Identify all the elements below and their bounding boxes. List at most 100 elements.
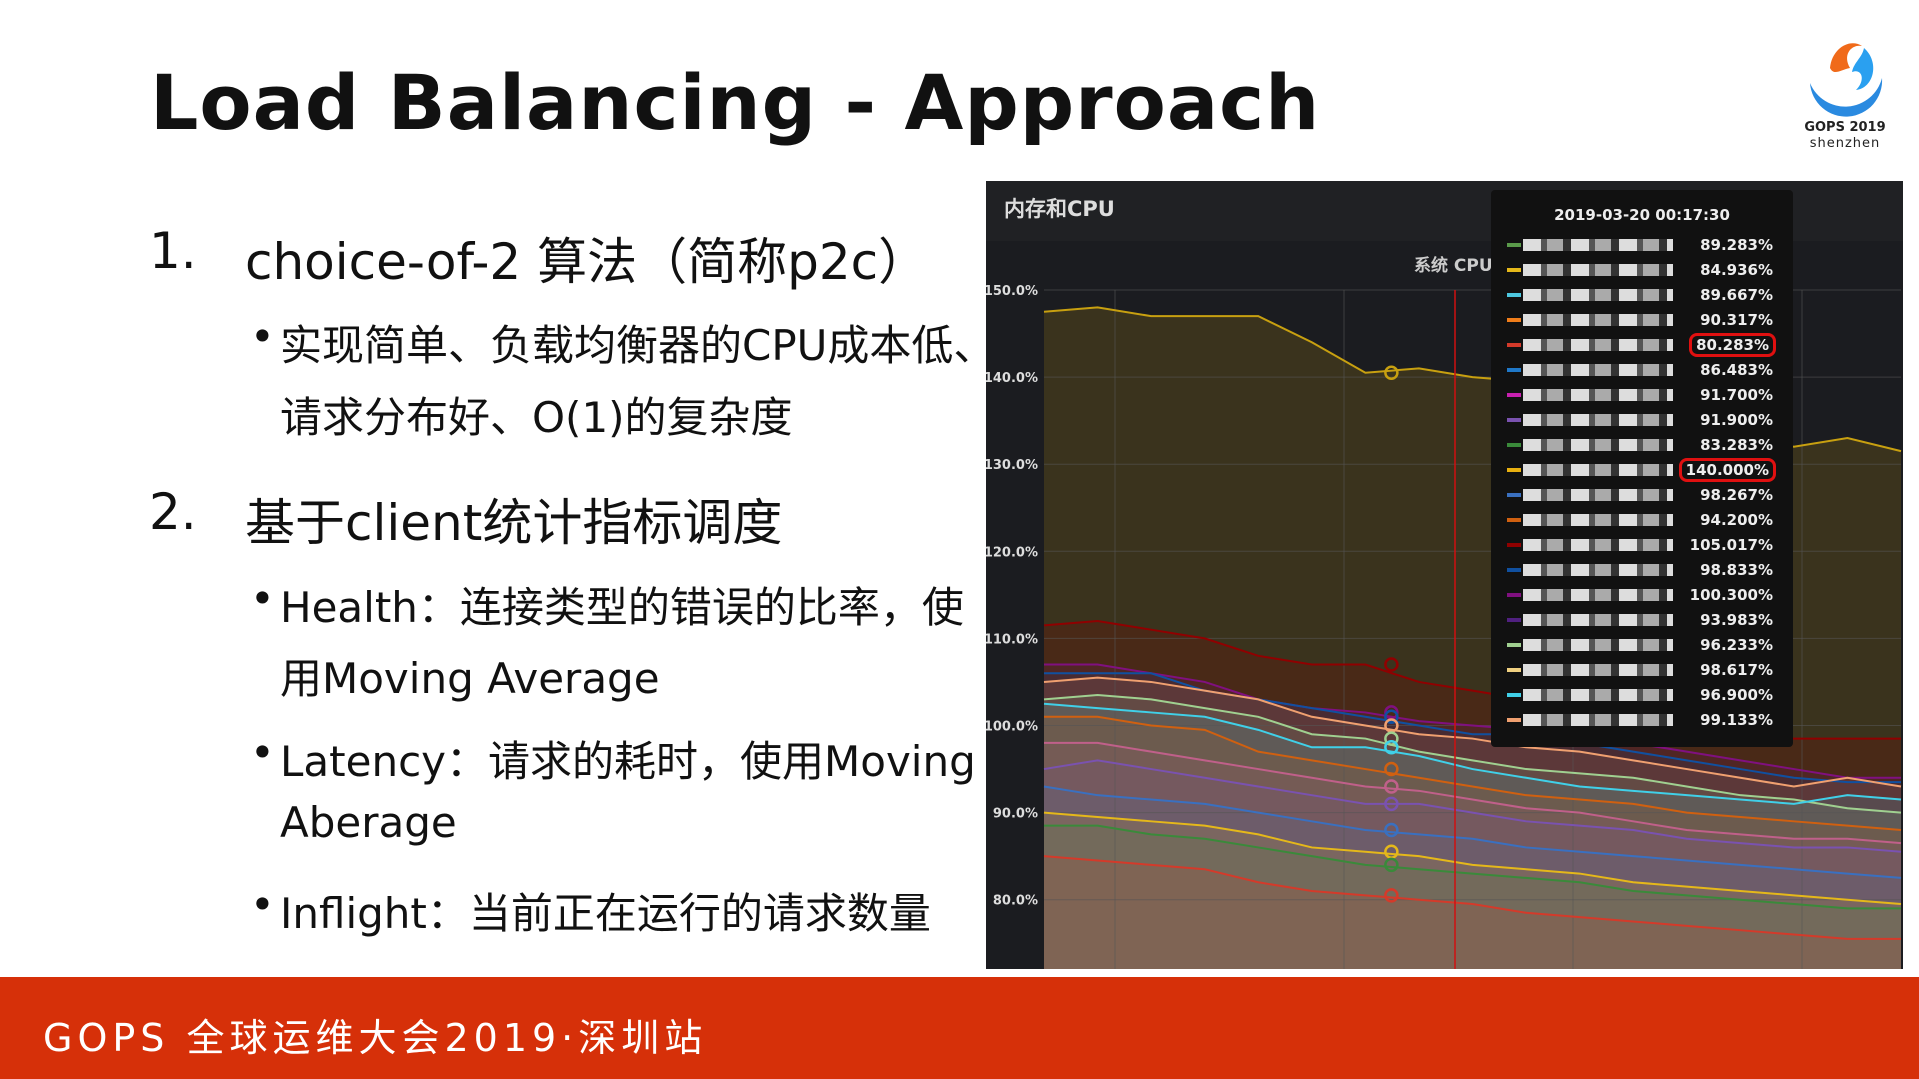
- series-swatch: [1507, 543, 1521, 547]
- tooltip-row: 140.000%: [1507, 458, 1787, 482]
- series-value: 99.133%: [1700, 711, 1773, 729]
- y-tick-label: 100.0%: [986, 720, 1038, 735]
- series-swatch: [1507, 593, 1521, 597]
- series-value: 98.617%: [1700, 661, 1773, 679]
- panel-title[interactable]: 内存和CPU: [1004, 197, 1115, 221]
- series-line: [1043, 855, 1901, 940]
- tooltip-row: 86.483%: [1507, 360, 1787, 382]
- bullet-text: 请求分布好、O(1)的复杂度: [280, 393, 793, 442]
- bullet-icon: •: [250, 574, 275, 623]
- logo-subtext: shenzhen: [1809, 136, 1881, 151]
- series-swatch: [1507, 293, 1521, 297]
- blurred-series-name: [1523, 614, 1673, 626]
- footer-text: GOPS 全球运维大会2019·深圳站: [43, 1016, 708, 1060]
- series-value: 91.900%: [1700, 411, 1773, 429]
- tooltip-row: 105.017%: [1507, 535, 1787, 557]
- series-value: 98.267%: [1700, 486, 1773, 504]
- hover-point: [1384, 761, 1399, 777]
- item-heading: choice-of-2 算法（简称p2c）: [245, 233, 929, 291]
- blurred-series-name: [1523, 514, 1673, 526]
- tooltip-row: 96.900%: [1507, 685, 1787, 707]
- logo-flame-icon: [1810, 43, 1883, 117]
- tooltip-row: 80.283%: [1507, 333, 1787, 357]
- series-value: 96.233%: [1700, 636, 1773, 654]
- tooltip-row: 100.300%: [1507, 585, 1787, 607]
- series-area: [1044, 742, 1901, 969]
- bullet-icon: •: [250, 880, 275, 929]
- y-tick-label: 140.0%: [986, 371, 1038, 386]
- tooltip-row: 99.133%: [1507, 710, 1787, 732]
- blurred-series-name: [1523, 564, 1673, 576]
- tooltip-row: 91.900%: [1507, 410, 1787, 432]
- tooltip-row: 98.267%: [1507, 485, 1787, 507]
- blurred-series-name: [1523, 339, 1673, 351]
- series-value: 94.200%: [1700, 511, 1773, 529]
- series-value: 96.900%: [1700, 686, 1773, 704]
- blurred-series-name: [1523, 714, 1673, 726]
- chart-title: 系统 CPU: [1414, 256, 1493, 276]
- tooltip-row: 90.317%: [1507, 310, 1787, 332]
- series-area: [1044, 825, 1901, 969]
- y-tick-label: 90.0%: [993, 807, 1038, 822]
- series-swatch: [1507, 343, 1521, 347]
- tooltip-row: 84.936%: [1507, 260, 1787, 282]
- blurred-series-name: [1523, 439, 1673, 451]
- blurred-series-name: [1523, 239, 1673, 251]
- series-area: [1044, 812, 1901, 969]
- series-value: 140.000%: [1678, 458, 1777, 482]
- series-value: 83.283%: [1700, 436, 1773, 454]
- bullet-text: Latency：请求的耗时，使用Moving: [280, 737, 976, 786]
- hover-point: [1384, 709, 1399, 725]
- blurred-series-name: [1523, 389, 1673, 401]
- blurred-series-name: [1523, 689, 1673, 701]
- series-value: 86.483%: [1700, 361, 1773, 379]
- tooltip-row: 83.283%: [1507, 435, 1787, 457]
- bullet-icon: •: [250, 312, 275, 361]
- hover-point: [1384, 731, 1399, 746]
- tooltip-timestamp: 2019-03-20 00:17:30: [1554, 206, 1730, 224]
- chart-tooltip: 2019-03-20 00:17:30 89.283% 84.936% 89.667…: [1491, 190, 1793, 747]
- series-value: 90.317%: [1700, 311, 1773, 329]
- bullet-text: Health：连接类型的错误的比率，使: [280, 583, 964, 632]
- series-line: [1044, 715, 1902, 832]
- series-swatch: [1507, 668, 1521, 672]
- blurred-series-name: [1523, 364, 1673, 376]
- cpu-chart[interactable]: 150.0% 140.0% 130.0% 120.0% 110.0% 100.0% 90.0…: [986, 181, 1903, 969]
- blurred-series-name: [1523, 264, 1673, 276]
- series-value: 89.283%: [1700, 236, 1773, 254]
- item-number: 1.: [149, 222, 197, 280]
- series-swatch: [1507, 418, 1521, 422]
- series-area: [1044, 664, 1901, 969]
- series-swatch: [1507, 268, 1521, 272]
- item-number: 2.: [149, 483, 197, 541]
- series-area: [1044, 786, 1901, 969]
- series-value: 93.983%: [1700, 611, 1773, 629]
- bullet-text: 用Moving Average: [280, 654, 660, 703]
- hover-point: [1384, 740, 1399, 755]
- item-heading: 基于client统计指标调度: [245, 494, 783, 552]
- blurred-series-name: [1523, 314, 1673, 326]
- series-line: [1044, 663, 1901, 779]
- series-line: [1044, 824, 1901, 910]
- series-value: 84.936%: [1700, 261, 1773, 279]
- series-value: 91.700%: [1700, 386, 1773, 404]
- series-line: [1044, 672, 1901, 784]
- series-swatch: [1507, 443, 1521, 447]
- series-swatch: [1507, 393, 1521, 397]
- series-swatch: [1507, 318, 1521, 322]
- series-line: [1044, 741, 1902, 845]
- hover-point: [1384, 657, 1399, 672]
- blurred-series-name: [1523, 489, 1673, 501]
- tooltip-row: 91.700%: [1507, 385, 1787, 407]
- bullet-text: 实现简单、负载均衡器的CPU成本低、: [280, 321, 996, 370]
- hover-point: [1384, 888, 1399, 903]
- series-swatch: [1507, 468, 1521, 472]
- series-swatch: [1507, 368, 1521, 372]
- series-swatch: [1507, 618, 1521, 622]
- y-tick-label: 80.0%: [993, 894, 1038, 909]
- hover-point: [1384, 822, 1399, 838]
- series-line: [1043, 759, 1902, 853]
- series-swatch: [1507, 518, 1521, 522]
- hover-point: [1384, 857, 1399, 873]
- series-swatch: [1507, 643, 1521, 647]
